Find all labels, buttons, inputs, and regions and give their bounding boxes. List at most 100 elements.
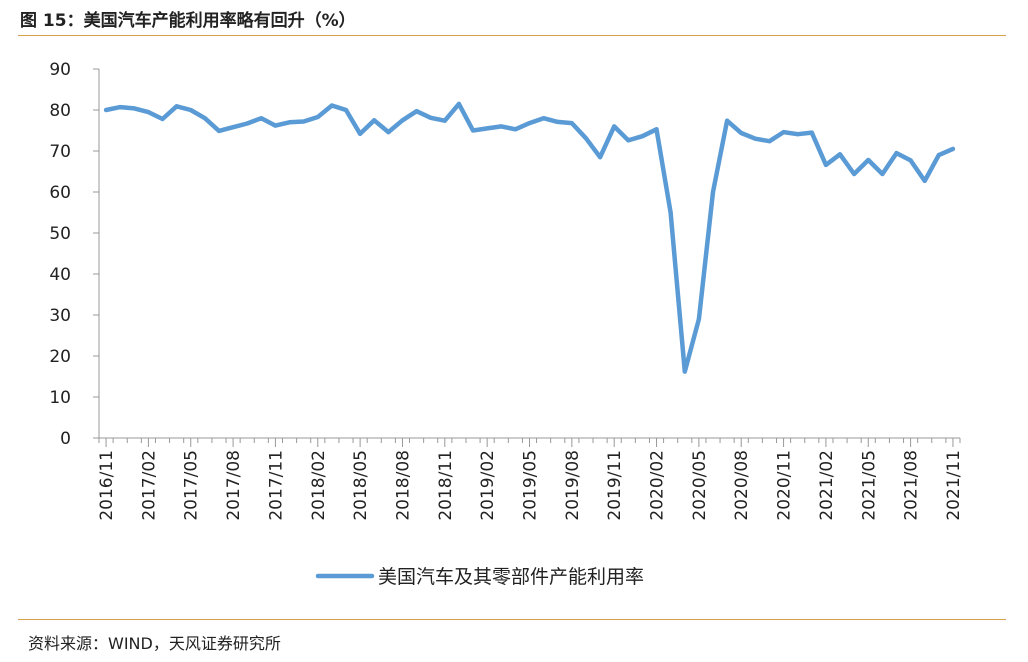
data-point — [174, 104, 179, 109]
series-layer — [103, 101, 956, 374]
data-point — [456, 101, 461, 106]
data-point — [583, 136, 588, 141]
y-tick-label: 70 — [49, 142, 71, 162]
data-point — [936, 153, 941, 158]
x-tick-label: 2017/02 — [139, 450, 159, 521]
data-point — [414, 109, 419, 114]
data-point — [188, 108, 193, 112]
data-point — [640, 134, 645, 139]
x-tick-label: 2020/05 — [690, 450, 710, 521]
legend-label: 美国汽车及其零部件产能利用率 — [378, 566, 644, 588]
data-point — [894, 151, 899, 156]
x-tick-label: 2019/02 — [478, 450, 498, 521]
legend: 美国汽车及其零部件产能利用率 — [315, 566, 644, 588]
data-point — [146, 110, 151, 115]
data-point — [569, 121, 574, 126]
x-tick-label: 2018/08 — [393, 450, 413, 521]
y-tick-label: 20 — [49, 347, 71, 367]
x-tick-label: 2020/02 — [648, 450, 668, 521]
y-tick-label: 30 — [49, 306, 71, 326]
data-point — [301, 119, 306, 124]
top-divider — [18, 35, 1006, 36]
y-tick-label: 80 — [49, 101, 71, 121]
x-tick-label: 2020/08 — [732, 450, 752, 521]
data-point — [682, 369, 687, 374]
data-point — [132, 106, 137, 111]
x-tick-label: 2018/02 — [309, 450, 329, 521]
data-point — [513, 127, 518, 132]
y-tick-label: 90 — [49, 60, 71, 80]
data-point — [725, 118, 730, 123]
y-tick-label: 40 — [49, 265, 71, 285]
y-tick-label: 60 — [49, 183, 71, 203]
data-point — [866, 158, 871, 163]
data-point — [880, 171, 885, 176]
y-tick-label: 0 — [60, 429, 71, 449]
data-point — [809, 130, 814, 135]
x-tick-label: 2019/08 — [563, 450, 583, 521]
data-point — [344, 108, 349, 112]
data-point — [739, 130, 744, 135]
data-point — [499, 124, 504, 129]
data-point — [358, 131, 363, 136]
data-point — [259, 116, 264, 121]
series-line-capacity-utilization — [103, 101, 956, 374]
data-point — [908, 158, 913, 163]
data-point — [781, 130, 786, 135]
data-point — [555, 119, 560, 124]
data-point — [753, 136, 758, 141]
x-tick-label: 2020/11 — [775, 450, 795, 521]
data-point — [823, 162, 828, 167]
x-tick-label: 2018/11 — [436, 450, 456, 521]
data-point — [598, 155, 603, 160]
y-tick-label: 50 — [49, 224, 71, 244]
x-tick-label: 2021/05 — [859, 450, 879, 521]
data-point — [838, 152, 843, 157]
data-point — [400, 118, 405, 123]
source-note: 资料来源：WIND，天风证券研究所 — [28, 634, 281, 653]
data-point — [231, 125, 236, 130]
data-point — [527, 121, 532, 126]
data-point — [273, 123, 278, 128]
data-point — [315, 114, 320, 119]
data-point — [372, 118, 377, 123]
data-point — [118, 105, 123, 110]
data-point — [852, 171, 857, 176]
data-point — [216, 128, 221, 133]
data-point — [626, 138, 631, 143]
data-point — [612, 124, 617, 129]
x-axis: 2016/11 2017/02 2017/05 2017/08 2017/11 2018/… — [97, 437, 964, 521]
data-point — [767, 139, 772, 144]
data-point — [950, 146, 955, 151]
data-point — [471, 128, 476, 133]
x-tick-label: 2017/11 — [266, 450, 286, 521]
data-point — [668, 210, 673, 215]
data-point — [160, 117, 165, 122]
data-point — [654, 127, 659, 132]
data-point — [287, 120, 292, 125]
x-tick-label: 2021/08 — [902, 450, 922, 521]
x-tick-label: 2017/05 — [182, 450, 202, 521]
data-point — [245, 121, 250, 126]
data-point — [386, 130, 391, 135]
data-point — [329, 103, 334, 108]
data-point — [541, 116, 546, 121]
data-point — [485, 126, 490, 131]
x-tick-label: 2016/11 — [97, 450, 117, 521]
y-tick-label: 10 — [49, 388, 71, 408]
x-tick-label: 2017/08 — [224, 450, 244, 521]
data-point — [428, 115, 433, 120]
x-tick-label: 2019/05 — [521, 450, 541, 521]
data-point — [922, 178, 927, 183]
data-point — [104, 108, 109, 112]
chart-title: 图 15：美国汽车产能利用率略有回升（%） — [20, 11, 356, 31]
data-point — [696, 317, 701, 322]
data-point — [442, 118, 447, 123]
x-tick-label: 2021/02 — [817, 450, 837, 521]
data-point — [710, 190, 715, 194]
bottom-divider — [18, 619, 1006, 620]
data-point — [795, 132, 800, 137]
x-tick-label: 2019/11 — [605, 450, 625, 521]
x-tick-label: 2018/05 — [351, 450, 371, 521]
